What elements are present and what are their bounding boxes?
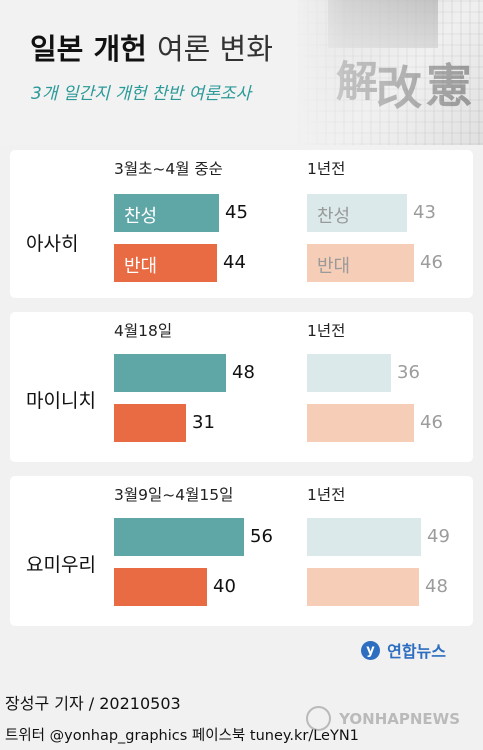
value-oppose: 40 — [213, 576, 236, 597]
yonhap-logo: y 연합뉴스 — [361, 638, 446, 662]
current-period: 3월9일~4월15일 — [114, 486, 234, 504]
watermark: YONHAPNEWS — [306, 706, 460, 731]
header-fade — [0, 0, 483, 145]
bar-oppose-prev: 반대 46 — [307, 244, 443, 282]
newspaper-name: 요미우리 — [26, 554, 96, 576]
value-oppose: 44 — [223, 252, 246, 273]
previous-period: 1년전 — [307, 160, 346, 178]
current-period: 4월18일 — [114, 322, 173, 340]
value-support: 45 — [225, 202, 248, 223]
panel-mainichi: 마이니치 4월18일 1년전 48 31 36 46 — [10, 312, 473, 462]
current-period: 3월초~4월 중순 — [114, 160, 223, 178]
previous-period: 1년전 — [307, 322, 346, 340]
value-support-prev: 49 — [427, 526, 450, 547]
bar-support-prev: 36 — [307, 354, 420, 392]
yonhap-logo-text: 연합뉴스 — [387, 642, 446, 661]
previous-period: 1년전 — [307, 486, 346, 504]
bar-label-oppose: 반대 — [124, 256, 158, 277]
value-oppose: 31 — [192, 412, 215, 433]
bar-oppose-prev: 46 — [307, 404, 443, 442]
bar-oppose: 반대 44 — [114, 244, 246, 282]
value-oppose-prev: 46 — [420, 252, 443, 273]
bar-oppose-prev: 48 — [307, 568, 448, 606]
newspaper-name: 아사히 — [26, 233, 79, 255]
reporter-credit: 장성구 기자 / 20210503 — [5, 694, 181, 713]
page-title: 일본 개헌 여론 변화 — [30, 26, 273, 68]
value-oppose-prev: 48 — [425, 576, 448, 597]
bar-support-prev: 찬성 43 — [307, 194, 436, 232]
social-links: 트위터 @yonhap_graphics 페이스북 tuney.kr/LeYN1 — [5, 728, 359, 744]
value-oppose-prev: 46 — [420, 412, 443, 433]
value-support-prev: 43 — [413, 202, 436, 223]
bar-label-support-prev: 찬성 — [317, 206, 351, 227]
bar-label-support: 찬성 — [124, 206, 158, 227]
newspaper-name: 마이니치 — [26, 390, 96, 412]
yonhap-logo-icon: y — [361, 640, 380, 660]
title-light: 여론 변화 — [156, 32, 273, 66]
panel-yomiuri: 요미우리 3월9일~4월15일 1년전 56 40 49 48 — [10, 476, 473, 626]
bar-support: 56 — [114, 518, 273, 556]
bar-support: 48 — [114, 354, 255, 392]
watermark-circle-icon — [306, 706, 331, 731]
page-subtitle: 3개 일간지 개헌 찬반 여론조사 — [31, 84, 252, 104]
bar-label-oppose-prev: 반대 — [317, 256, 351, 277]
bar-support-prev: 49 — [307, 518, 450, 556]
value-support: 48 — [232, 362, 255, 383]
watermark-text: YONHAPNEWS — [339, 709, 461, 728]
bar-support: 찬성 45 — [114, 194, 248, 232]
panel-asahi: 아사히 3월초~4월 중순 1년전 찬성 45 반대 44 찬성 43 반대 4… — [10, 150, 473, 298]
header: 解 改 憲 일본 개헌 여론 변화 3개 일간지 개헌 찬반 여론조사 — [0, 0, 483, 145]
value-support-prev: 36 — [397, 362, 420, 383]
bar-oppose: 31 — [114, 404, 215, 442]
title-bold: 일본 개헌 — [30, 32, 147, 66]
bar-oppose: 40 — [114, 568, 236, 606]
value-support: 56 — [250, 526, 273, 547]
